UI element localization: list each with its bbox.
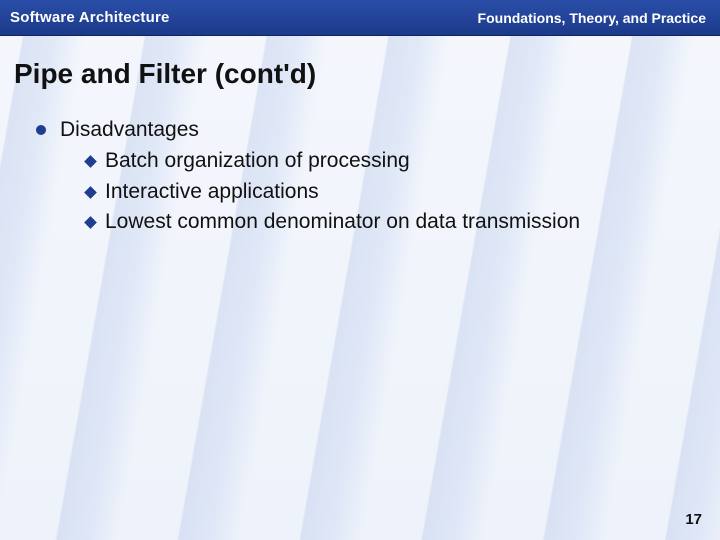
- diamond-bullet-icon: [84, 186, 97, 199]
- circle-bullet-icon: [36, 125, 46, 135]
- bullet-level2-text: Interactive applications: [105, 177, 319, 207]
- diamond-bullet-icon: [84, 216, 97, 229]
- slide-content: Disadvantages Batch organization of proc…: [0, 90, 720, 238]
- bullet-level1-label: Disadvantages: [60, 116, 696, 144]
- bullet-level2: Batch organization of processing: [60, 146, 696, 176]
- bullet-level2-text: Batch organization of processing: [105, 146, 410, 176]
- header-bar: Software Architecture Foundations, Theor…: [0, 0, 720, 36]
- slide-title: Pipe and Filter (cont'd): [0, 36, 720, 90]
- header-right-subtitle: Foundations, Theory, and Practice: [478, 10, 706, 26]
- slide: Software Architecture Foundations, Theor…: [0, 0, 720, 540]
- bullet-level1-body: Disadvantages Batch organization of proc…: [60, 116, 696, 238]
- bullet-level2-text: Lowest common denominator on data transm…: [105, 207, 580, 237]
- page-number: 17: [685, 511, 702, 528]
- header-left-title: Software Architecture: [10, 9, 170, 26]
- diamond-bullet-icon: [84, 155, 97, 168]
- slide-title-text: Pipe and Filter (cont'd): [14, 58, 316, 89]
- bullet-level1: Disadvantages Batch organization of proc…: [36, 116, 696, 238]
- bullet-level2: Interactive applications: [60, 177, 696, 207]
- bullet-level2: Lowest common denominator on data transm…: [60, 207, 696, 237]
